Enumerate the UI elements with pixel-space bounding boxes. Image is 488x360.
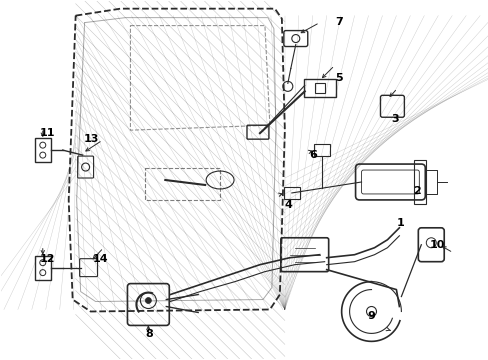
Text: 14: 14 bbox=[93, 254, 108, 264]
Text: 12: 12 bbox=[40, 254, 55, 264]
Text: 1: 1 bbox=[396, 218, 404, 228]
Circle shape bbox=[145, 298, 151, 303]
Bar bbox=[35, 138, 51, 162]
Bar bbox=[313, 144, 329, 156]
Bar bbox=[283, 187, 299, 199]
Bar bbox=[314, 84, 324, 93]
Text: 3: 3 bbox=[391, 114, 399, 124]
Text: 4: 4 bbox=[284, 200, 292, 210]
Text: 13: 13 bbox=[83, 134, 99, 144]
Text: 10: 10 bbox=[428, 239, 444, 249]
Text: 8: 8 bbox=[145, 329, 153, 339]
Bar bbox=[35, 256, 51, 280]
Bar bbox=[413, 160, 426, 204]
Text: 2: 2 bbox=[413, 186, 421, 196]
Text: 11: 11 bbox=[40, 129, 55, 138]
Text: 5: 5 bbox=[335, 73, 343, 83]
Text: 6: 6 bbox=[308, 150, 316, 160]
Text: 7: 7 bbox=[335, 17, 343, 27]
Text: 9: 9 bbox=[366, 311, 374, 321]
